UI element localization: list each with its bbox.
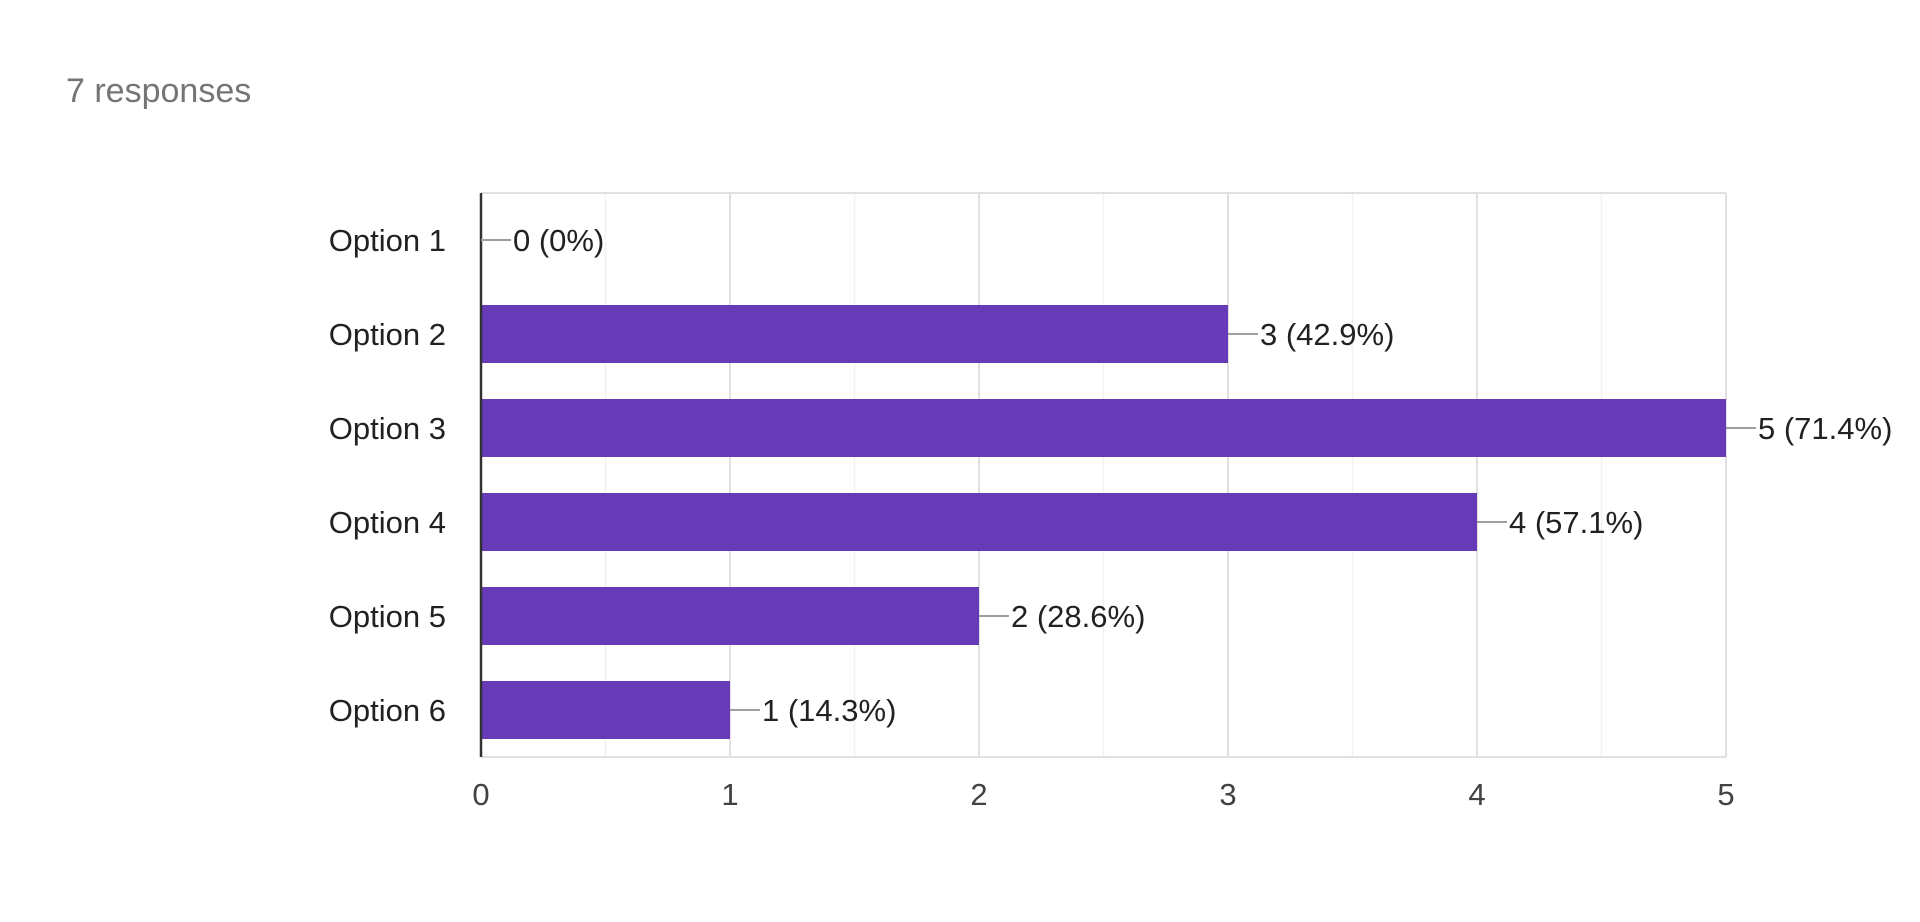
- x-tick-label: 2: [970, 777, 987, 812]
- data-label: 3 (42.9%): [1260, 317, 1394, 352]
- category-label: Option 3: [329, 411, 446, 446]
- bar-3: [481, 399, 1726, 457]
- data-label: 2 (28.6%): [1011, 599, 1145, 634]
- x-tick-label: 3: [1219, 777, 1236, 812]
- data-label: 4 (57.1%): [1509, 505, 1643, 540]
- x-tick-label: 4: [1468, 777, 1485, 812]
- bar-2: [481, 305, 1228, 363]
- category-label: Option 2: [329, 317, 446, 352]
- bar-5: [481, 587, 979, 645]
- axis-layer: 0 1 2 3 4 5: [472, 193, 1735, 812]
- x-tick-label: 0: [472, 777, 489, 812]
- data-label: 1 (14.3%): [762, 693, 896, 728]
- x-tick-label: 1: [721, 777, 738, 812]
- category-label: Option 6: [329, 693, 446, 728]
- bar-6: [481, 681, 730, 739]
- bar-layer: [481, 305, 1726, 739]
- category-label: Option 1: [329, 223, 446, 258]
- category-label: Option 5: [329, 599, 446, 634]
- category-label: Option 4: [329, 505, 446, 540]
- bar-4: [481, 493, 1477, 551]
- data-label: 5 (71.4%): [1758, 411, 1892, 446]
- x-tick-label: 5: [1717, 777, 1734, 812]
- data-label: 0 (0%): [513, 223, 604, 258]
- grid-layer: [481, 192, 1727, 758]
- responses-count: 7 responses: [66, 72, 252, 110]
- label-layer: 0 (0%) Option 1 3 (42.9%) Option 2 5 (71.4%)…: [329, 223, 1893, 728]
